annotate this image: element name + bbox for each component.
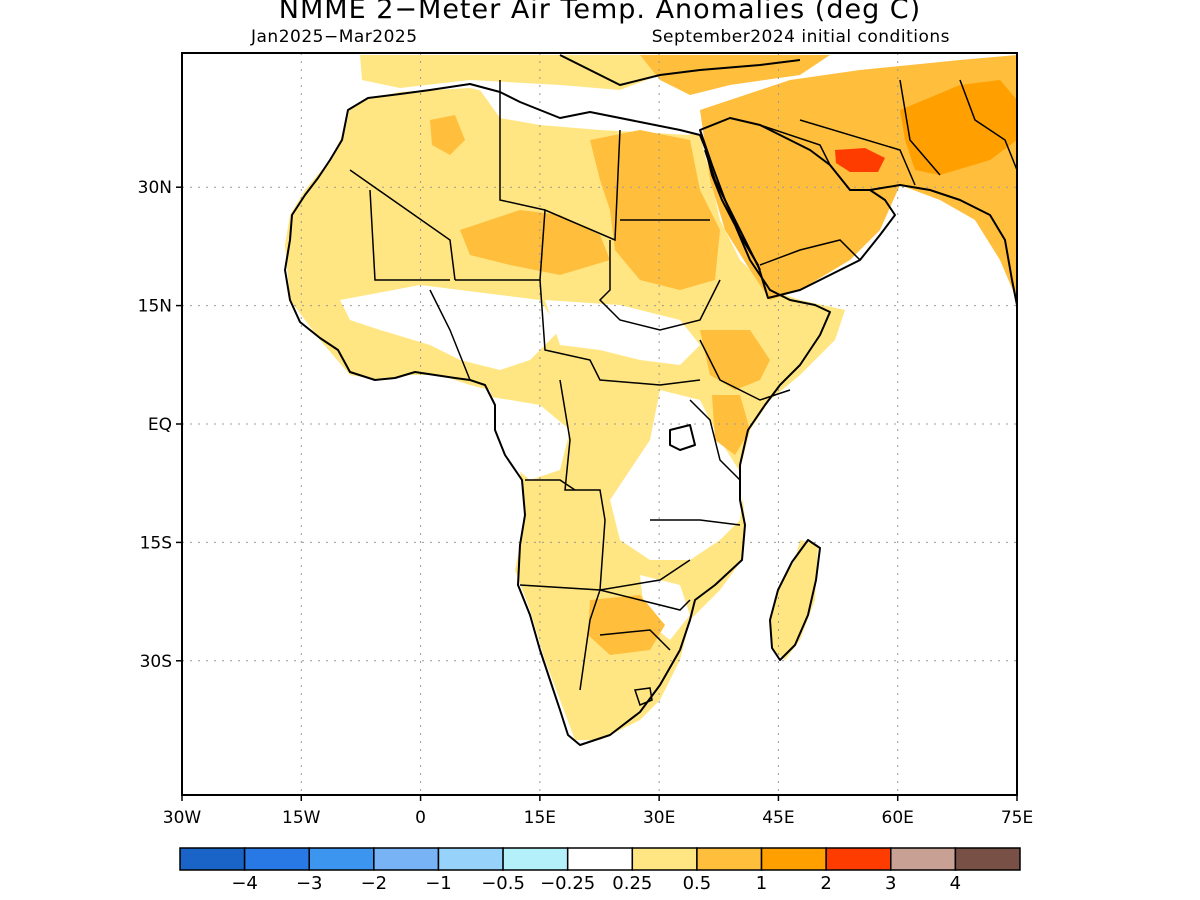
x-tick-label: 15W — [282, 808, 321, 828]
x-tick-label: 30W — [163, 808, 202, 828]
colorbar-label: 0.25 — [612, 873, 652, 894]
border-line — [899, 79, 941, 176]
y-tick-label: 30N — [138, 178, 172, 198]
border-line — [539, 279, 701, 386]
africa-coastline — [284, 83, 831, 746]
border-line — [559, 379, 691, 591]
border-line — [369, 189, 450, 281]
neutral-region-sahel-east — [545, 300, 700, 365]
colorbar-swatch — [954, 847, 1021, 871]
colorbar-label: −4 — [231, 873, 258, 894]
neutral-region-east-africa — [610, 390, 745, 560]
border-line — [599, 589, 691, 611]
warm-region-niger-chad — [460, 210, 610, 275]
colorbar-swatch — [437, 847, 504, 871]
colorbar-swatch — [696, 847, 763, 871]
x-tick-label: 30E — [643, 808, 675, 828]
madagascar-coastline — [769, 539, 821, 661]
very-hot-region-persian-gulf — [835, 148, 885, 172]
colorbar-label: −3 — [296, 873, 323, 894]
y-tick-label: 30S — [140, 652, 172, 672]
lesotho-border — [634, 687, 653, 707]
border-line — [599, 629, 671, 651]
neutral-region-central-africa — [480, 395, 570, 480]
border-line — [759, 239, 861, 266]
border-line — [959, 79, 1017, 171]
colorbar-label: 3 — [885, 873, 896, 894]
coastlines — [284, 54, 1017, 746]
map-grid — [182, 53, 1017, 795]
anomaly-region-north-strip — [360, 55, 660, 90]
colorbar: −4 −3 −2 −1 −0.5 −0.25 0.25 0.5 1 2 3 4 — [179, 847, 1021, 894]
warm-region-botswana — [588, 595, 665, 655]
neutral-region-west-africa — [340, 285, 560, 370]
colorbar-swatch — [373, 847, 440, 871]
border-line — [650, 519, 741, 526]
colorbar-swatch — [890, 847, 957, 871]
x-tick-label: 15E — [524, 808, 556, 828]
border-line — [525, 479, 576, 491]
colorbar-label: 2 — [820, 873, 831, 894]
colorbar-label: −1 — [425, 873, 452, 894]
lake-victoria — [669, 424, 696, 451]
colorbar-swatch — [566, 847, 634, 871]
colorbar-swatch — [760, 847, 827, 871]
colorbar-swatch — [243, 847, 310, 871]
border-line — [759, 124, 831, 166]
warm-region-kenya — [712, 395, 750, 455]
border-line — [689, 399, 741, 481]
colorbar-swatch — [502, 847, 569, 871]
border-line — [519, 584, 602, 691]
border-line — [349, 169, 456, 281]
initial-conditions: September2024 initial conditions — [651, 27, 950, 47]
border-line — [799, 119, 916, 186]
colorbar-label: −2 — [361, 873, 388, 894]
red-sea-inner-coast — [704, 149, 761, 271]
arabia-coastline — [699, 117, 896, 299]
y-tick-label: 15N — [138, 297, 172, 317]
y-tick-label: EQ — [148, 415, 172, 435]
mediterranean-north-coast — [559, 54, 801, 86]
country-borders — [349, 79, 1017, 707]
colorbar-label: 0.5 — [683, 873, 712, 894]
colorbar-label: 1 — [756, 873, 767, 894]
hot-region-iran-afghanistan — [900, 80, 1017, 175]
warm-region-sahara-west — [430, 115, 465, 155]
x-tick-label: 0 — [415, 808, 426, 828]
anomaly-region-north-strip-2 — [640, 55, 830, 95]
x-tick-label: 60E — [882, 808, 914, 828]
map-title: NMME 2−Meter Air Temp. Anomalies (deg C) — [278, 0, 922, 25]
y-tick-label: 15S — [140, 533, 172, 553]
colorbar-swatch — [179, 847, 246, 871]
x-tick-label: 75E — [1001, 808, 1033, 828]
asia-coastline — [869, 184, 1017, 306]
border-line — [429, 289, 471, 381]
anomaly-region-madagascar — [770, 540, 818, 660]
x-tick-label: 45E — [762, 808, 794, 828]
warm-region-egypt-sudan — [590, 130, 720, 290]
colorbar-swatch — [308, 847, 375, 871]
anomaly-fields — [285, 55, 1017, 740]
colorbar-label: −0.25 — [540, 873, 595, 894]
x-axis: 30W 15W 0 15E 30E 45E 60E 75E — [163, 795, 1033, 828]
border-line — [598, 240, 721, 331]
colorbar-swatch — [631, 847, 698, 871]
colorbar-label: −0.5 — [481, 873, 525, 894]
forecast-period: Jan2025−Mar2025 — [251, 27, 418, 47]
border-line — [499, 80, 546, 211]
colorbar-label: 4 — [950, 873, 961, 894]
y-axis: 30N 15N EQ 15S 30S — [138, 178, 182, 672]
colorbar-swatch — [825, 847, 892, 871]
border-line — [699, 339, 791, 401]
